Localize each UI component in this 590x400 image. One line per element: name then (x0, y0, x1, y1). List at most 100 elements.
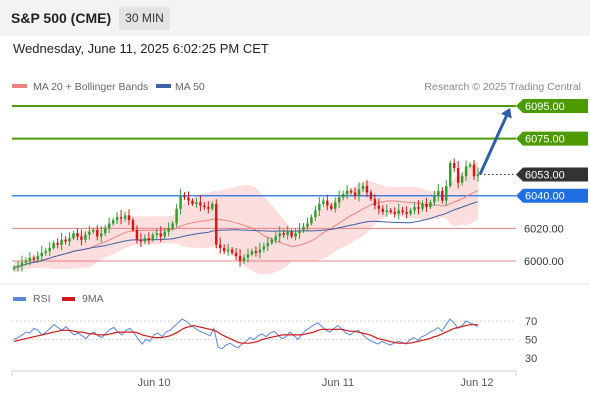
candle (429, 199, 432, 210)
candle-body (16, 265, 20, 268)
candle (405, 206, 408, 219)
candle (246, 248, 250, 263)
candle (32, 255, 36, 262)
candle-body (242, 257, 246, 261)
candle (345, 184, 349, 199)
candle (56, 238, 59, 249)
candle-body (20, 262, 24, 266)
candle-body (151, 234, 155, 240)
candle-body (401, 210, 404, 213)
candle (175, 204, 178, 228)
candle-body (127, 215, 131, 221)
candle-body (464, 166, 468, 177)
rsi-grid: 70 50 30 (12, 316, 537, 365)
target-arrow-head (500, 108, 512, 119)
candle (84, 231, 87, 243)
candle-body (306, 223, 309, 227)
candle-body (365, 185, 369, 193)
candle-body (24, 261, 28, 263)
candle-body (143, 238, 147, 242)
candle (353, 187, 357, 200)
candle (334, 197, 337, 213)
candle (266, 237, 270, 252)
candle-body (107, 223, 111, 229)
rsi-legend-label: RSI (33, 293, 51, 305)
candle (314, 205, 317, 221)
rsi-ma-line (13, 324, 478, 344)
candle-body (314, 210, 317, 217)
candle (64, 236, 67, 245)
candle-body (441, 190, 444, 201)
candle (183, 192, 186, 201)
candle (357, 182, 361, 202)
candle-body (12, 267, 16, 270)
candle-body (357, 189, 361, 196)
candle (254, 246, 258, 257)
candle-body (100, 233, 103, 237)
candle-body (373, 199, 377, 206)
candle-body (425, 203, 428, 208)
candle-body (330, 205, 333, 209)
level-label-text-6075.00: 6075.00 (525, 134, 565, 146)
candle (20, 255, 24, 272)
candle-body (413, 207, 416, 211)
instrument-title: S&P 500 (CME) (11, 10, 112, 26)
candle (409, 207, 412, 216)
candle-body (175, 208, 178, 224)
candle (76, 228, 79, 241)
candle-body (318, 203, 321, 211)
candle-body (211, 203, 214, 209)
rsi-panel (13, 318, 479, 350)
candle-body (397, 210, 400, 214)
price-levels (12, 105, 516, 262)
candle-body (32, 257, 36, 260)
candle-body (270, 239, 274, 244)
rsi-ma-legend-swatch (62, 297, 75, 301)
candle-body (179, 195, 182, 209)
candle-body (183, 195, 186, 198)
candle (191, 198, 194, 206)
candle-body (36, 256, 40, 260)
candle-body (88, 231, 91, 235)
level-label-text-6040.00: 6040.00 (525, 191, 565, 203)
level-tag-6075.00 (516, 131, 588, 146)
rsi-tick-label-30: 30 (525, 353, 537, 365)
candle-body (254, 251, 258, 253)
candle-body (250, 251, 254, 255)
candle-body (72, 233, 75, 239)
bollinger-bands (14, 161, 478, 275)
candle (187, 191, 190, 206)
candle (111, 217, 115, 226)
candle (310, 214, 313, 226)
level-label-6020.00: 6020.00 (524, 223, 564, 235)
candle (234, 248, 238, 260)
candle-body (282, 233, 285, 235)
candle (349, 188, 353, 195)
candle (306, 217, 309, 232)
candle-body (119, 216, 123, 219)
candle-body (222, 247, 226, 252)
candle-body (76, 233, 79, 237)
candle (421, 200, 424, 212)
candle (242, 254, 246, 264)
candle-body (452, 163, 456, 168)
candle (365, 180, 369, 198)
candle-body (238, 256, 242, 261)
candle-body (115, 216, 119, 221)
timeframe-button[interactable]: 30 MIN (119, 7, 170, 30)
candle-body (286, 231, 289, 235)
candle-body (234, 252, 238, 257)
candle (155, 228, 158, 239)
candle-body (163, 231, 166, 237)
candle (401, 206, 404, 215)
ma50-legend-label: MA 50 (175, 81, 205, 93)
main-legend: MA 20 + Bollinger Bands MA 50 (12, 81, 205, 93)
candle (476, 167, 480, 182)
candle-body (258, 249, 262, 253)
candle (199, 195, 202, 212)
candle (88, 225, 91, 240)
candle-body (278, 233, 281, 237)
candle-body (361, 185, 365, 190)
candle (36, 251, 40, 264)
